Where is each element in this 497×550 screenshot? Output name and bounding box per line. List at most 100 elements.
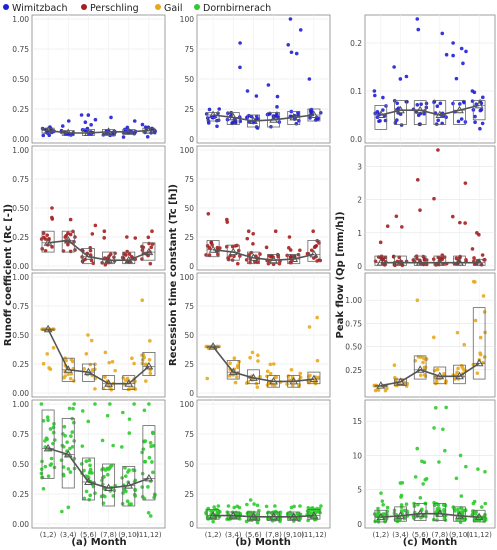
- y-tick-label: 10: [352, 451, 362, 460]
- data-point: [245, 502, 249, 507]
- data-point: [256, 359, 260, 363]
- data-point: [205, 116, 210, 120]
- data-point: [288, 255, 293, 259]
- data-point: [458, 220, 462, 225]
- data-point: [151, 431, 155, 436]
- y-tick-label: 1.00: [12, 400, 29, 409]
- data-point: [418, 208, 422, 212]
- panel-a-perschling: 0.00 0.25 0.50 0.75 1.00: [12, 145, 166, 271]
- mean-marker: [289, 512, 299, 520]
- data-point: [237, 248, 241, 253]
- mean-marker: [124, 127, 134, 135]
- data-point: [132, 402, 136, 406]
- data-point: [442, 507, 446, 512]
- y-axis-title-a: Runoff coefficient (Rc [-]): [3, 204, 14, 346]
- data-point: [483, 501, 488, 506]
- data-point: [441, 427, 445, 432]
- data-point: [285, 382, 289, 386]
- data-point: [102, 474, 106, 479]
- data-point: [477, 232, 481, 237]
- data-point: [459, 117, 464, 121]
- legend-item-perschling: Perschling: [81, 3, 139, 14]
- mean-marker: [474, 100, 484, 109]
- data-point: [41, 231, 46, 235]
- y-tick-label: 100: [180, 273, 195, 282]
- data-point: [45, 415, 50, 420]
- data-point: [255, 520, 260, 525]
- y-tick-label: 75: [184, 302, 194, 311]
- data-point: [103, 494, 107, 499]
- data-point: [146, 235, 151, 240]
- data-point: [141, 447, 146, 451]
- data-point: [70, 359, 75, 364]
- data-point: [392, 363, 397, 367]
- box: [307, 509, 321, 520]
- box: [206, 112, 220, 122]
- data-point: [273, 229, 278, 233]
- y-tick-label: 0.75: [12, 45, 29, 54]
- data-point: [404, 74, 409, 79]
- mean-marker: [474, 512, 484, 521]
- data-point: [86, 419, 91, 424]
- data-point: [479, 107, 484, 112]
- data-point: [150, 229, 154, 233]
- data-point: [255, 385, 260, 389]
- y-tick-label: 50: [184, 75, 194, 84]
- data-point: [251, 231, 255, 236]
- data-point: [480, 121, 485, 126]
- data-point: [264, 245, 269, 250]
- panel-a-wimitzbach: 0.00 0.25 0.50 0.75 1.00: [12, 14, 166, 144]
- mean-marker: [376, 110, 386, 118]
- mean-marker: [104, 379, 113, 387]
- data-point: [47, 366, 51, 370]
- panel-b-perschling: 0 25 50 75 100: [180, 145, 331, 271]
- data-point: [93, 387, 97, 391]
- data-point: [269, 255, 274, 259]
- data-point: [421, 254, 426, 259]
- data-point: [211, 519, 215, 524]
- data-point: [420, 507, 424, 512]
- mean-line: [47, 239, 150, 262]
- data-point: [68, 470, 73, 474]
- data-point: [458, 102, 462, 106]
- box: [433, 100, 447, 125]
- data-point: [458, 256, 462, 260]
- data-point: [376, 512, 380, 516]
- data-point: [123, 466, 127, 470]
- data-point: [264, 504, 269, 509]
- mean-marker: [396, 105, 405, 114]
- panel-c-wimitzbach: 0.0 0.1 0.2: [350, 14, 496, 144]
- x-tick-label: (7,8): [100, 531, 117, 539]
- mean-marker: [415, 509, 425, 517]
- data-point: [375, 109, 380, 114]
- mean-marker: [309, 249, 319, 258]
- mean-marker: [43, 238, 53, 246]
- data-point: [127, 468, 131, 473]
- data-point: [69, 372, 74, 376]
- y-tick-label: 0.75: [12, 302, 29, 311]
- data-point: [268, 362, 273, 367]
- data-point: [393, 375, 397, 380]
- data-point: [106, 467, 111, 471]
- data-point: [71, 420, 76, 425]
- data-point: [49, 456, 54, 461]
- data-point: [233, 244, 238, 248]
- data-point: [415, 446, 420, 451]
- box: [433, 503, 447, 521]
- data-point: [275, 94, 280, 99]
- mean-marker: [144, 473, 154, 482]
- data-point: [83, 120, 88, 125]
- data-point: [478, 352, 483, 357]
- data-point: [232, 356, 237, 361]
- data-point: [207, 245, 212, 250]
- data-point: [418, 495, 423, 500]
- x-tick-label: (7,8): [432, 531, 449, 539]
- data-point: [421, 482, 425, 486]
- panel-frame: [364, 145, 496, 271]
- data-point: [140, 361, 145, 366]
- data-point: [444, 405, 448, 410]
- data-point: [93, 117, 98, 122]
- data-point: [140, 298, 145, 303]
- mean-marker: [228, 112, 238, 121]
- data-point: [233, 380, 238, 385]
